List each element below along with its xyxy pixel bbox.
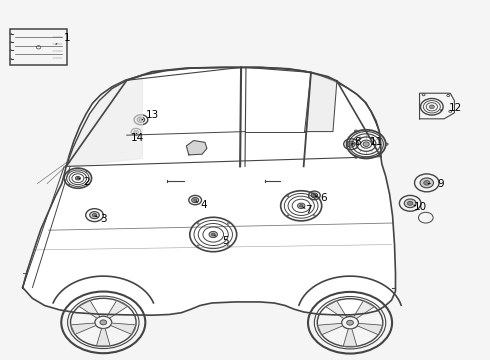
Polygon shape (79, 300, 100, 318)
Circle shape (77, 177, 79, 179)
Circle shape (299, 204, 303, 207)
Circle shape (314, 215, 315, 216)
Text: 7: 7 (303, 206, 312, 216)
Circle shape (92, 213, 97, 217)
Text: 1: 1 (56, 33, 70, 44)
Circle shape (10, 50, 11, 51)
Circle shape (134, 130, 139, 134)
Text: 8: 8 (351, 138, 361, 147)
Polygon shape (111, 323, 136, 334)
Circle shape (404, 199, 416, 208)
Polygon shape (353, 301, 374, 319)
Polygon shape (326, 301, 346, 319)
Polygon shape (71, 323, 96, 334)
Circle shape (314, 195, 315, 197)
Circle shape (137, 117, 145, 122)
Circle shape (287, 195, 289, 197)
Polygon shape (318, 323, 343, 335)
Circle shape (192, 198, 198, 203)
Circle shape (86, 171, 87, 172)
Circle shape (349, 143, 353, 145)
Circle shape (75, 176, 80, 180)
Circle shape (197, 245, 199, 246)
Circle shape (347, 141, 355, 147)
Circle shape (429, 105, 434, 109)
Circle shape (211, 233, 215, 236)
Bar (10, 30, 67, 65)
Circle shape (311, 193, 318, 198)
Circle shape (227, 223, 229, 224)
Text: 4: 4 (196, 200, 207, 210)
Circle shape (69, 171, 70, 172)
Polygon shape (23, 67, 395, 315)
Circle shape (86, 184, 87, 185)
Text: 5: 5 (215, 235, 229, 246)
Circle shape (287, 215, 289, 216)
Circle shape (10, 58, 11, 59)
Circle shape (209, 231, 218, 238)
Circle shape (424, 181, 430, 185)
Circle shape (313, 194, 316, 197)
Circle shape (363, 142, 369, 147)
Text: 11: 11 (370, 138, 384, 147)
Circle shape (139, 118, 143, 121)
Circle shape (347, 320, 353, 325)
Circle shape (69, 184, 70, 185)
Text: 3: 3 (95, 215, 107, 224)
Circle shape (100, 320, 107, 325)
Text: 14: 14 (131, 133, 144, 143)
Polygon shape (305, 72, 337, 132)
Text: 2: 2 (79, 177, 90, 187)
Polygon shape (107, 300, 128, 318)
Circle shape (408, 201, 413, 205)
Polygon shape (97, 328, 110, 346)
Text: 12: 12 (441, 103, 462, 113)
Text: 6: 6 (316, 193, 326, 203)
Circle shape (297, 203, 305, 208)
Polygon shape (343, 329, 357, 346)
Circle shape (194, 199, 197, 201)
Polygon shape (186, 140, 207, 155)
Polygon shape (66, 75, 143, 166)
Circle shape (227, 245, 229, 246)
Text: 10: 10 (414, 202, 426, 212)
Text: 9: 9 (428, 179, 444, 189)
Circle shape (10, 41, 11, 42)
Circle shape (10, 33, 11, 34)
Text: 13: 13 (142, 111, 159, 121)
Circle shape (197, 223, 199, 224)
Polygon shape (357, 323, 383, 335)
Circle shape (90, 212, 99, 219)
Circle shape (420, 178, 434, 188)
